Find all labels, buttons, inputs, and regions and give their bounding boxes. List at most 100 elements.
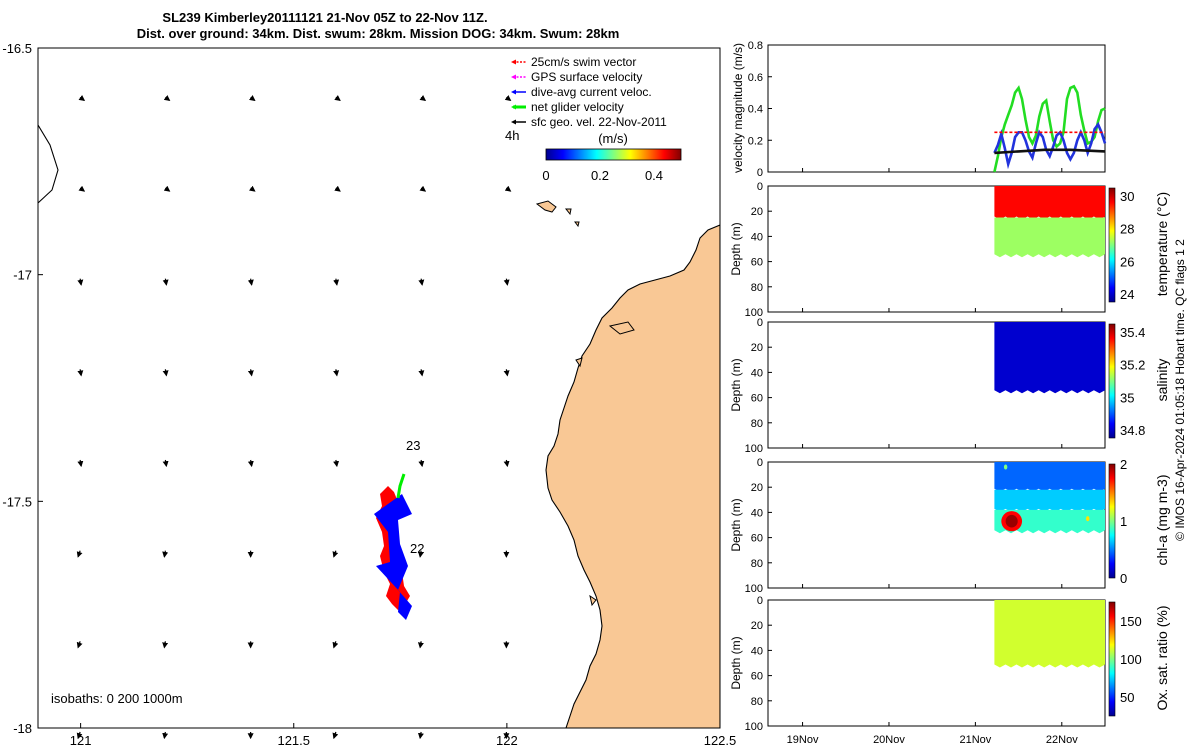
- velocity-ytick-label: 0.6: [748, 72, 763, 84]
- island-5: [589, 594, 597, 607]
- sfc-velocity-arrow: [332, 641, 339, 649]
- sfc-velocity-arrow: [419, 185, 427, 192]
- chla-colorbar-tick: 1: [1120, 514, 1127, 529]
- sfc-velocity-arrow: [419, 95, 427, 102]
- chla-layer: [994, 462, 1105, 492]
- sfc-velocity-arrow: [76, 641, 83, 649]
- date-tick-label: 22Nov: [1046, 734, 1078, 746]
- map-ytick-label: -18: [13, 721, 32, 736]
- salinity-layer: [994, 322, 1105, 394]
- salinity-ytick-label: 20: [751, 342, 763, 354]
- velocity-ylabel: velocity magnitude (m/s): [731, 43, 745, 173]
- chla-feature: [1005, 514, 1018, 528]
- velocity-plot-frame: [767, 44, 1106, 173]
- island-6: [575, 357, 583, 368]
- sfc-velocity-arrow: [247, 369, 254, 377]
- temperature-layer: [994, 186, 1105, 220]
- oxygen-colorbar-tick: 150: [1120, 614, 1142, 629]
- profile-panel-oxygen: 0 20 40 60 80 100 Depth (m) 50 100 150 Ox. sat. ra…: [729, 595, 1170, 733]
- sfc-velocity-arrow: [334, 185, 341, 192]
- oxygen-colorbar: [1108, 601, 1116, 717]
- title-line-2: Dist. over ground: 34km. Dist. swum: 28k…: [137, 26, 620, 41]
- sfc-velocity-arrow: [162, 459, 169, 468]
- chla-ytick-label: 60: [751, 533, 763, 545]
- oxygen-ytick-label: 0: [757, 595, 763, 607]
- sfc-velocity-arrow: [162, 369, 169, 377]
- map-colorbar-tick: 0: [542, 168, 549, 183]
- temperature-ytick-label: 0: [757, 181, 763, 193]
- sfc-velocity-arrow: [78, 185, 86, 192]
- chla-feature: [1085, 516, 1090, 522]
- chla-ytick-label: 0: [757, 457, 763, 469]
- sfc-velocity-arrow: [334, 95, 341, 102]
- coastline-west: [38, 124, 59, 204]
- sfc-velocity-arrow: [247, 278, 254, 286]
- date-tick-label: 21Nov: [959, 734, 991, 746]
- legend-arrowhead: [511, 74, 516, 80]
- salinity-ytick-label: 0: [757, 317, 763, 329]
- sfc-velocity-arrow: [417, 550, 424, 558]
- oxygen-colorbar-tick: 100: [1120, 652, 1142, 667]
- map-ytick-label: -16.5: [2, 41, 32, 56]
- salinity-colorbar-tick: 35: [1120, 390, 1134, 405]
- map-xtick-label: 121.5: [277, 733, 310, 748]
- oxygen-layer: [994, 600, 1105, 668]
- chla-ytick-label: 100: [745, 583, 763, 595]
- sfc-velocity-arrow: [504, 185, 512, 192]
- temperature-colorbar: [1108, 187, 1116, 303]
- sfc-velocity-arrow: [417, 731, 424, 740]
- track-label-22: 22: [410, 541, 424, 556]
- oxygen-ytick-label: 100: [745, 721, 763, 733]
- chla-colorbar-tick: 0: [1120, 571, 1127, 586]
- temperature-layer: [994, 217, 1105, 258]
- sfc-velocity-arrow: [76, 550, 83, 558]
- map-ytick-label: -17: [13, 268, 32, 283]
- sfc-velocity-arrow: [77, 278, 84, 286]
- sfc-velocity-arrow: [76, 731, 83, 740]
- glider-track: [374, 473, 412, 620]
- oxygen-colorbar-label: Ox. sat. ratio (%): [1154, 605, 1170, 710]
- velocity-panel: 0 0.2 0.4 0.6 0.8 velocity magnitude (m/s): [731, 40, 1107, 179]
- date-tick-label: 19Nov: [787, 734, 819, 746]
- oxygen-ylabel: Depth (m): [729, 636, 743, 689]
- chla-ytick-label: 20: [751, 482, 763, 494]
- temperature-colorbar-tick: 28: [1120, 222, 1134, 237]
- island-1: [535, 200, 557, 213]
- sfc-velocity-arrow: [503, 278, 510, 286]
- sfc-velocity-arrow: [332, 550, 339, 558]
- title-line-1: SL239 Kimberley20111121 21-Nov 05Z to 22…: [162, 10, 487, 25]
- sfc-velocity-arrow: [333, 459, 340, 468]
- map-panel: 23 22 121 121.5 122 122.5 -16.5 -17 -17.5 -18 i…: [2, 41, 736, 748]
- sfc-velocity-arrow: [162, 641, 169, 649]
- sfc-velocity-arrow: [78, 95, 86, 102]
- velocity-ytick-label: 0.8: [748, 40, 763, 52]
- chla-ytick-label: 40: [751, 507, 763, 519]
- island-2: [564, 208, 572, 216]
- velocity-series-1: [993, 121, 1107, 170]
- salinity-colorbar-label: salinity: [1154, 359, 1170, 402]
- isobaths-label: isobaths: 0 200 1000m: [51, 691, 183, 706]
- salinity-ylabel: Depth (m): [729, 358, 743, 411]
- chla-layer: [994, 489, 1105, 512]
- chla-layer: [994, 509, 1105, 534]
- temperature-ytick-label: 80: [751, 282, 763, 294]
- chla-feature: [1003, 464, 1008, 470]
- chla-ytick-label: 80: [751, 558, 763, 570]
- legend-label: dive-avg current veloc.: [531, 85, 652, 99]
- sfc-velocity-arrow: [504, 95, 512, 102]
- sfc-velocity-arrow: [162, 278, 169, 286]
- sfc-velocity-arrow: [248, 95, 256, 102]
- sfc-velocity-arrow: [247, 459, 254, 468]
- temperature-colorbar-tick: 26: [1120, 254, 1134, 269]
- map-xtick-label: 122.5: [704, 733, 737, 748]
- sfc-velocity-arrow: [417, 641, 424, 649]
- map-colorbar-tick: 0.4: [645, 168, 663, 183]
- island-3: [574, 221, 580, 228]
- chla-colorbar-tick: 2: [1120, 457, 1127, 472]
- map-colorbar-tick: 0.2: [591, 168, 609, 183]
- salinity-colorbar-tick: 34.8: [1120, 423, 1145, 438]
- temperature-colorbar-tick: 30: [1120, 189, 1134, 204]
